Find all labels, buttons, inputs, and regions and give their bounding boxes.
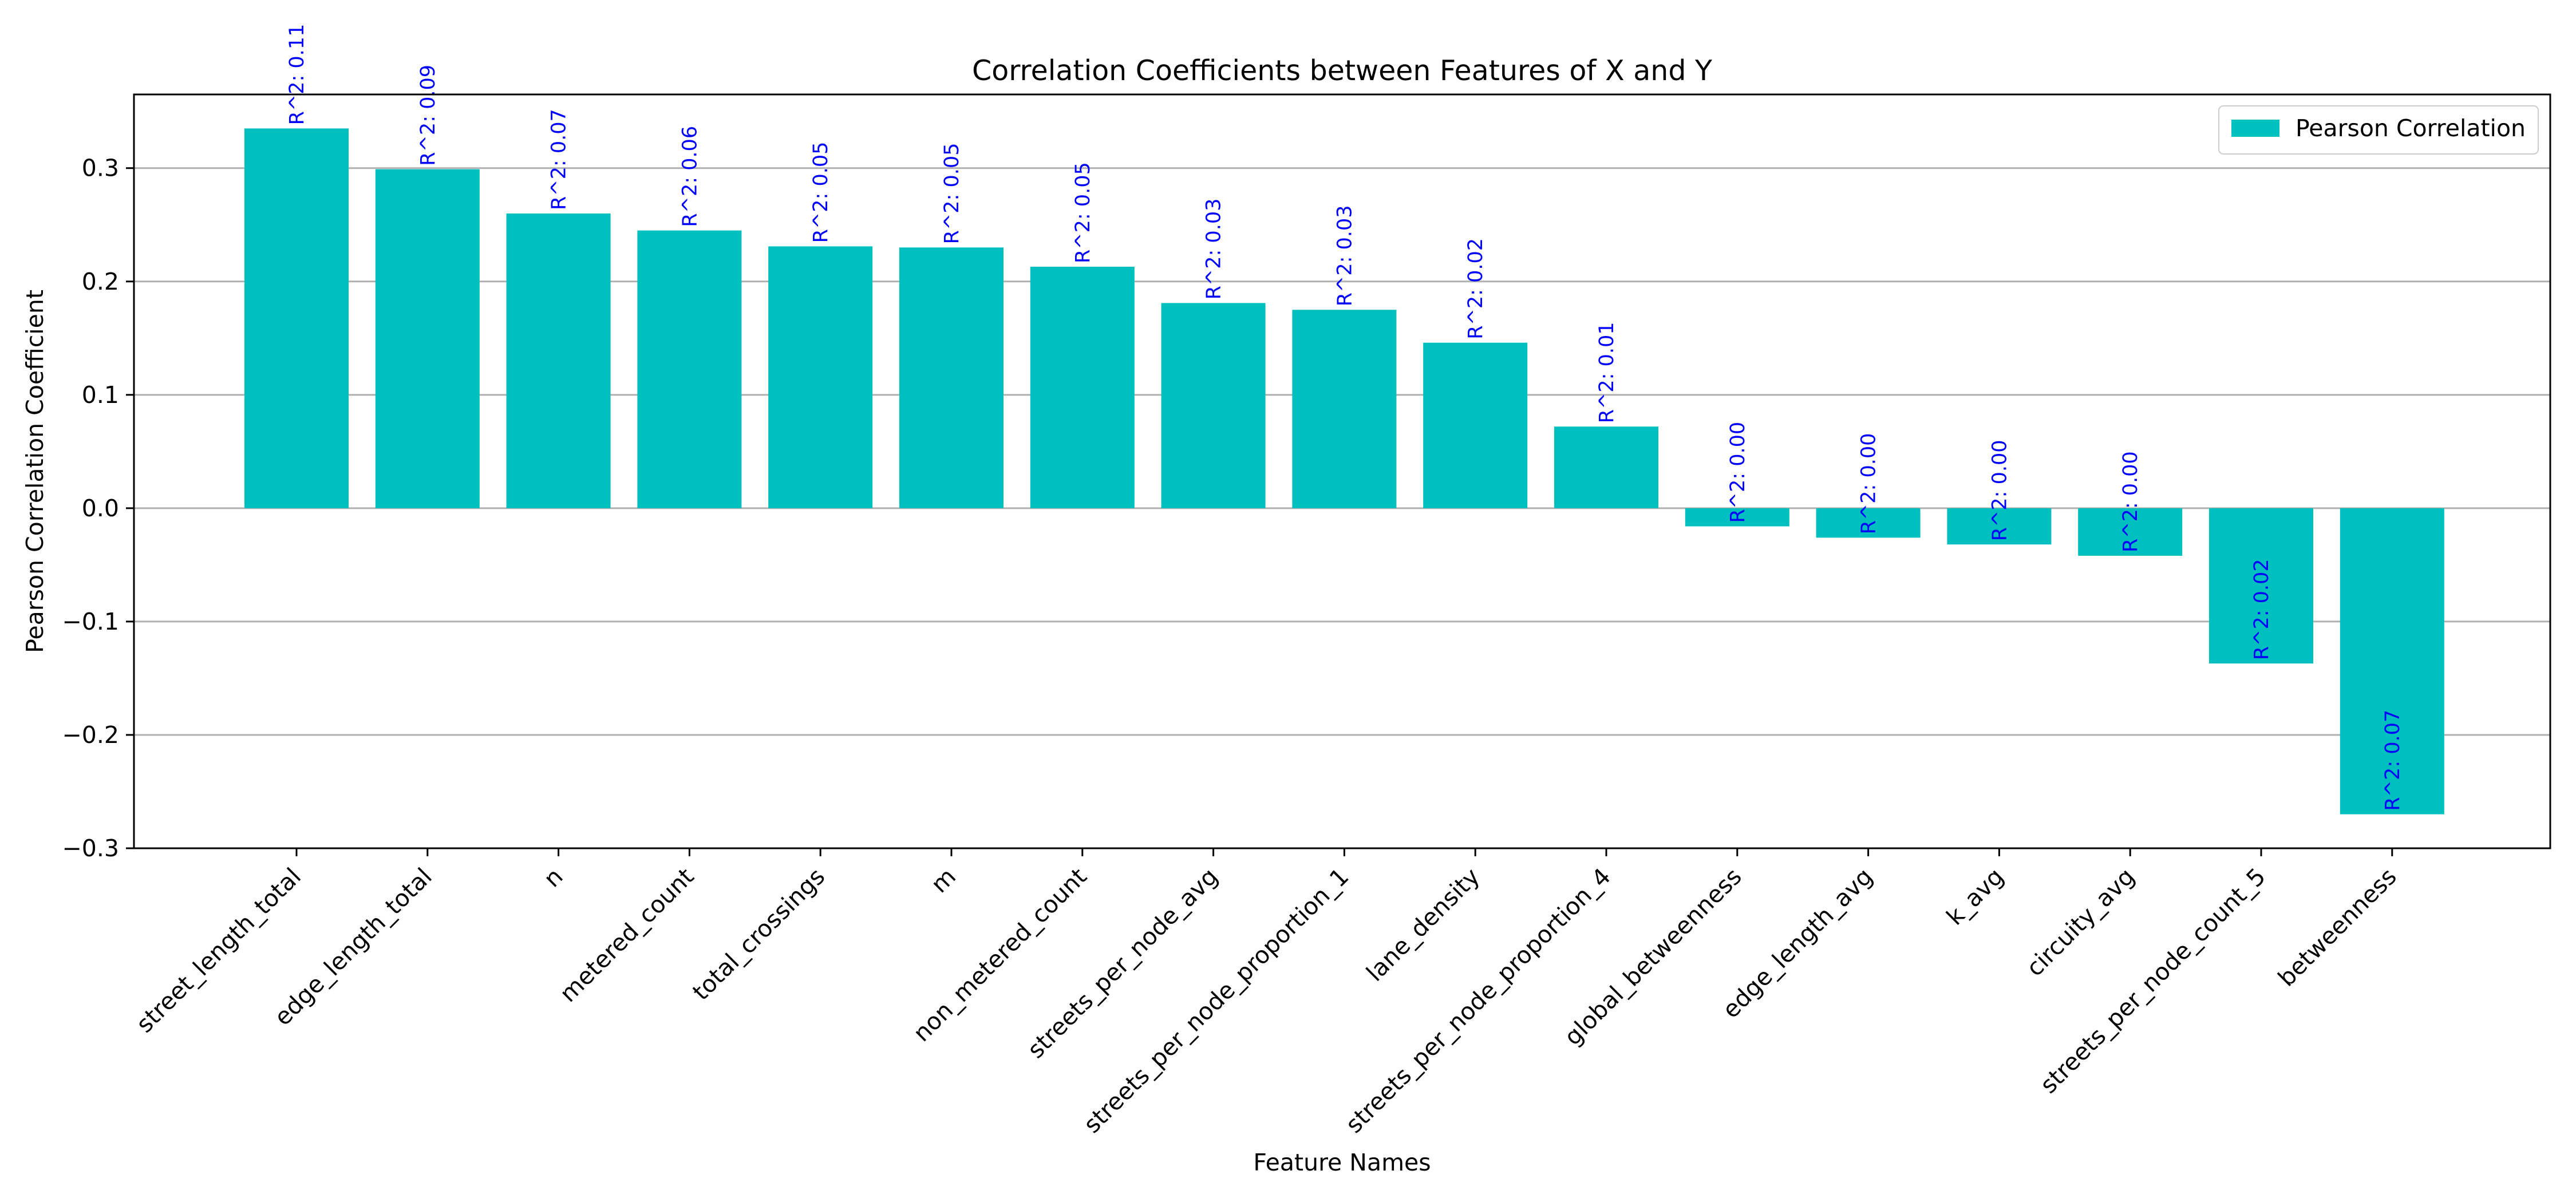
bar-annotation: R^2: 0.09 xyxy=(417,65,440,166)
bar-annotation: R^2: 0.05 xyxy=(941,143,963,244)
legend: Pearson Correlation xyxy=(2218,105,2539,155)
y-tick-label: −0.2 xyxy=(62,721,119,749)
bar xyxy=(1947,508,2052,545)
y-tick-label: −0.1 xyxy=(62,608,119,635)
bar xyxy=(637,230,742,508)
bar-annotation: R^2: 0.11 xyxy=(286,24,309,125)
bar-annotation: R^2: 0.01 xyxy=(1595,322,1618,424)
legend-box xyxy=(2218,105,2539,155)
bar xyxy=(1423,342,1528,508)
bars xyxy=(244,128,2444,814)
bar xyxy=(1292,310,1397,508)
bar-annotation: R^2: 0.00 xyxy=(1726,422,1749,523)
bar xyxy=(1685,508,1789,527)
bar xyxy=(1161,303,1266,508)
bar-annotation: R^2: 0.00 xyxy=(1858,433,1880,535)
y-tick-label: 0.3 xyxy=(82,155,119,182)
legend-swatch xyxy=(2231,120,2279,137)
y-axis-title: Pearson Correlation Coefficient xyxy=(21,290,49,653)
bar-annotation: R^2: 0.05 xyxy=(809,142,832,243)
bar xyxy=(375,169,480,508)
y-tick-label: −0.3 xyxy=(62,835,119,862)
chart-title: Correlation Coefficients between Feature… xyxy=(972,54,1713,87)
bar xyxy=(1554,426,1658,508)
bar-annotations: R^2: 0.11 R^2: 0.09 R^2: 0.07 R^2: 0.06 R^2:… xyxy=(286,24,2404,811)
bar xyxy=(768,246,873,508)
bar xyxy=(2340,508,2444,814)
bar xyxy=(2209,508,2313,664)
bar xyxy=(1816,508,1921,538)
y-axis-ticks: −0.3 −0.2 −0.1 0.0 0.1 0.2 0.3 xyxy=(62,155,134,862)
y-tick-label: 0.2 xyxy=(82,268,119,295)
bar-annotation: R^2: 0.03 xyxy=(1203,199,1226,300)
bar-annotation: R^2: 0.00 xyxy=(2119,451,2142,552)
y-tick-label: 0.1 xyxy=(82,381,119,409)
y-tick-label: 0.0 xyxy=(82,495,119,522)
bar xyxy=(1030,267,1135,508)
bar-annotation: R^2: 0.00 xyxy=(1988,440,2011,541)
x-axis-title: Feature Names xyxy=(1253,1149,1431,1176)
legend-label: Pearson Correlation xyxy=(2296,114,2526,142)
bar-annotation: R^2: 0.07 xyxy=(548,109,571,210)
bar xyxy=(506,213,611,508)
bar-annotation: R^2: 0.06 xyxy=(678,126,701,227)
bar xyxy=(2078,508,2183,556)
bar-annotation: R^2: 0.02 xyxy=(2250,559,2273,660)
bar-annotation: R^2: 0.02 xyxy=(1464,238,1487,339)
bar-annotation: R^2: 0.07 xyxy=(2381,710,2404,811)
plot-frame xyxy=(133,93,2551,849)
bar-annotation: R^2: 0.03 xyxy=(1333,205,1356,307)
bar-annotation: R^2: 0.05 xyxy=(1072,162,1095,263)
bar xyxy=(899,247,1003,508)
bar xyxy=(244,128,349,508)
